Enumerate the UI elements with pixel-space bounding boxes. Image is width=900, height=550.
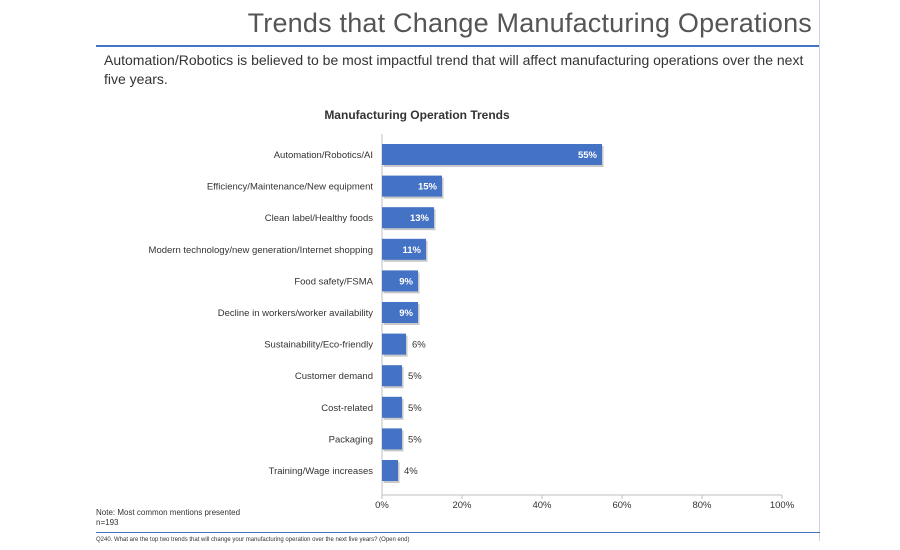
bar xyxy=(382,270,418,292)
page-title: Trends that Change Manufacturing Operati… xyxy=(247,8,812,38)
x-tick-label: 100% xyxy=(770,500,795,510)
bar xyxy=(382,175,442,197)
bar xyxy=(382,302,418,323)
x-tick-label: 20% xyxy=(452,500,472,510)
chart-note: Note: Most common mentions presented n=1… xyxy=(96,508,240,528)
right-border xyxy=(819,0,820,541)
category-label: Automation/Robotics/AI xyxy=(274,150,373,161)
category-label: Modern technology/new generation/Interne… xyxy=(149,245,373,256)
category-label: Training/Wage increases xyxy=(269,466,374,477)
category-label: Cost-related xyxy=(321,403,373,414)
bar xyxy=(382,460,398,481)
bar xyxy=(382,396,402,418)
category-label: Customer demand xyxy=(295,371,373,382)
category-label: Efficiency/Maintenance/New equipment xyxy=(207,182,374,193)
bar xyxy=(382,428,402,450)
bar xyxy=(382,238,426,260)
bar xyxy=(382,207,434,229)
data-label: 5% xyxy=(408,371,422,382)
bar-chart: Automation/Robotics/AI 55% Efficiency/Main… xyxy=(149,134,795,510)
bar xyxy=(382,144,602,165)
data-label: 5% xyxy=(408,434,422,445)
bar xyxy=(382,365,402,387)
data-label: 55% xyxy=(578,150,598,161)
data-label: 5% xyxy=(408,403,422,414)
data-label: 9% xyxy=(399,308,413,319)
sample-size: n=193 xyxy=(96,518,119,527)
category-label: Food safety/FSMA xyxy=(294,276,373,287)
category-label: Packaging xyxy=(329,434,373,445)
data-label: 4% xyxy=(404,466,418,477)
title-divider xyxy=(96,45,820,47)
data-label: 15% xyxy=(418,182,438,193)
chart-title: Manufacturing Operation Trends xyxy=(324,108,510,122)
x-tick-label: 60% xyxy=(612,500,632,510)
data-label: 6% xyxy=(412,340,426,351)
note-text: Note: Most common mentions presented xyxy=(96,508,241,517)
footer-divider xyxy=(96,532,820,533)
data-label: 11% xyxy=(403,245,422,256)
bar xyxy=(382,333,406,355)
page-subtitle: Automation/Robotics is believed to be mo… xyxy=(104,52,804,87)
data-label: 13% xyxy=(410,213,430,224)
question-footnote: Q240. What are the top two trends that w… xyxy=(96,537,410,543)
category-label: Sustainability/Eco-friendly xyxy=(264,340,373,351)
data-label: 9% xyxy=(399,276,413,287)
x-tick-label: 80% xyxy=(692,500,712,510)
category-label: Decline in workers/worker availability xyxy=(218,308,373,319)
category-label: Clean label/Healthy foods xyxy=(265,213,374,224)
x-tick-label: 40% xyxy=(532,500,552,510)
x-tick-label: 0% xyxy=(375,500,389,510)
